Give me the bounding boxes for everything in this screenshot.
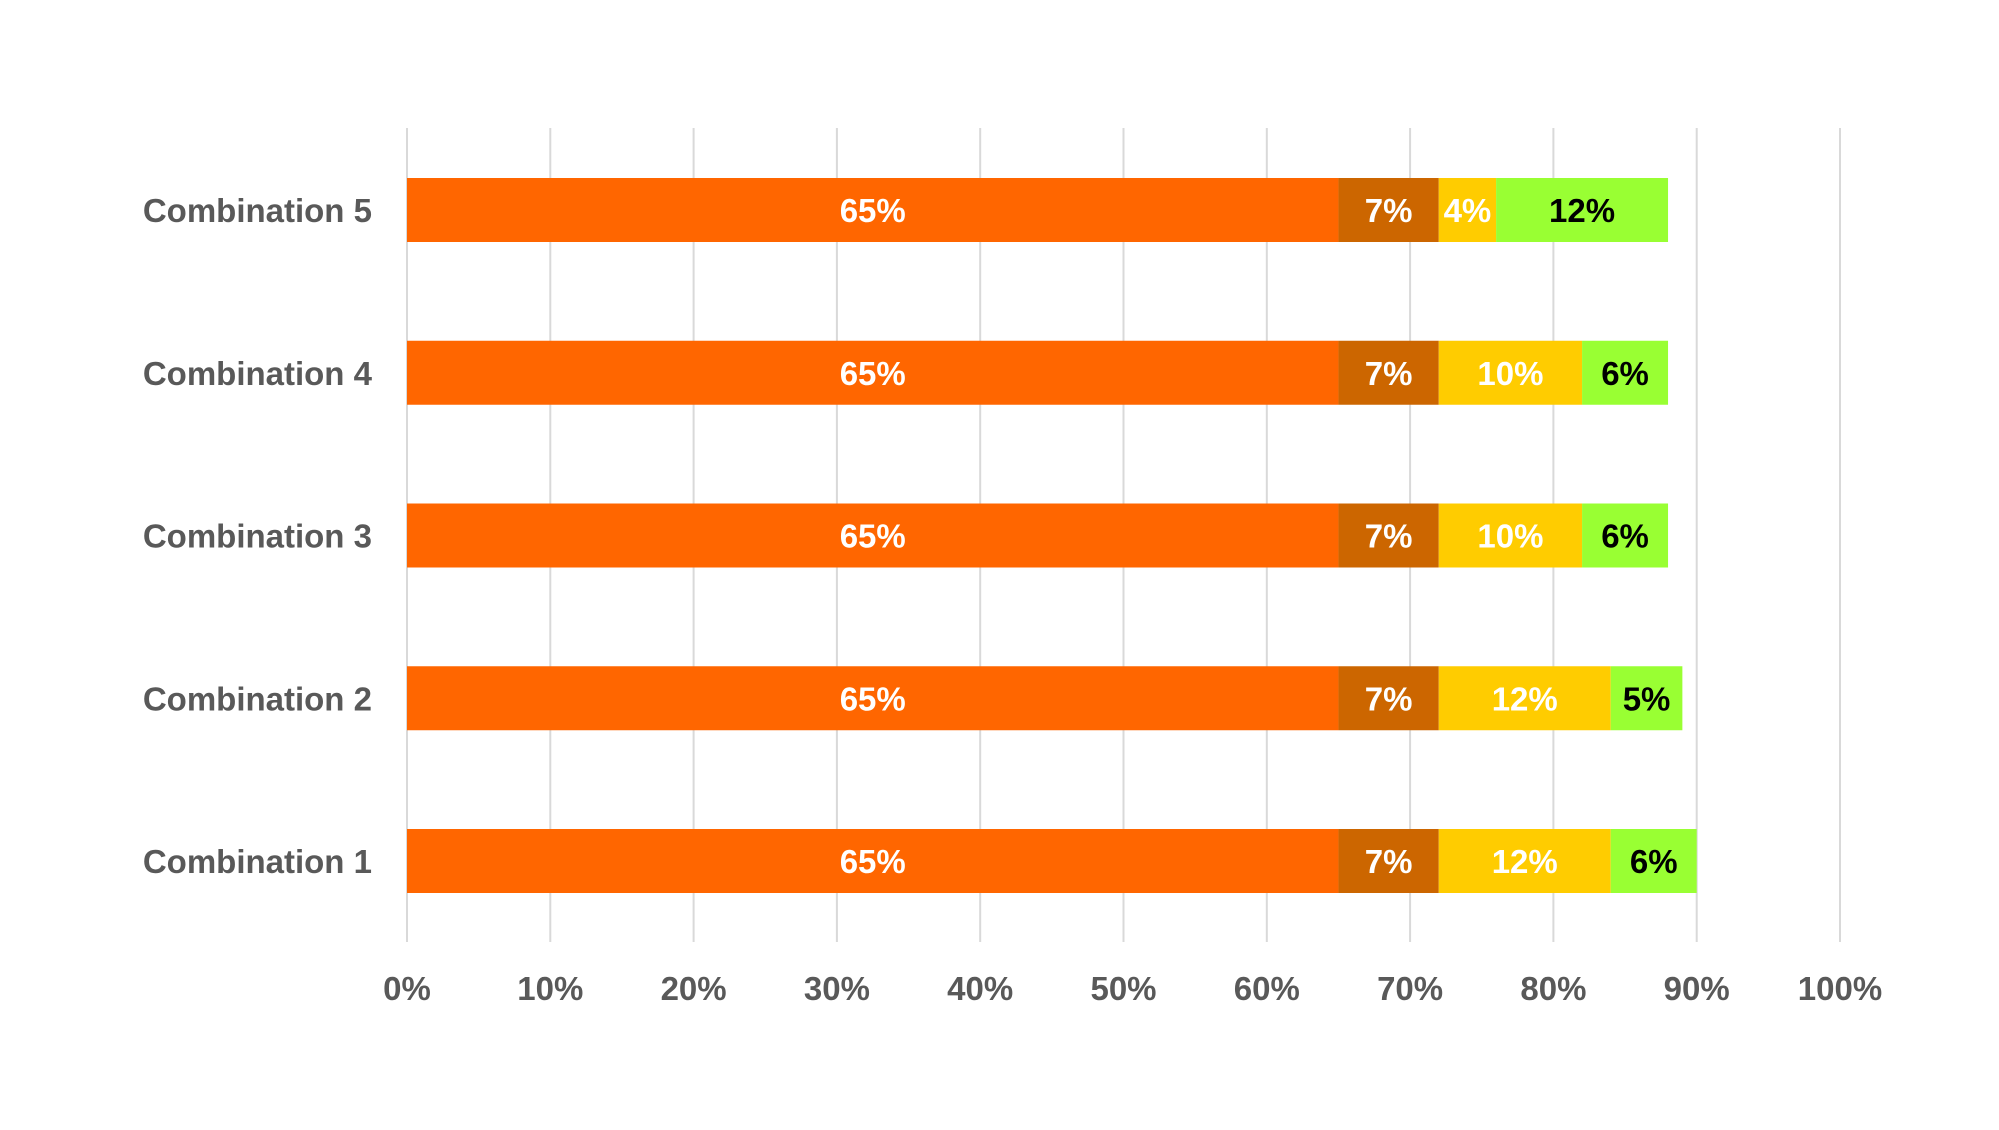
bar-segment bbox=[1338, 503, 1439, 568]
data-label: 4% bbox=[1444, 192, 1492, 229]
bar-segment bbox=[1338, 666, 1439, 731]
bar-segment bbox=[1496, 178, 1669, 242]
category-label: Combination 3 bbox=[143, 518, 372, 555]
data-label: 6% bbox=[1601, 355, 1649, 392]
x-tick-label: 30% bbox=[804, 970, 870, 1007]
x-tick-label: 70% bbox=[1377, 970, 1443, 1007]
data-label: 65% bbox=[840, 192, 906, 229]
data-label: 12% bbox=[1492, 843, 1558, 880]
x-tick-label: 0% bbox=[383, 970, 431, 1007]
x-tick-label: 90% bbox=[1664, 970, 1730, 1007]
category-label: Combination 5 bbox=[143, 192, 372, 229]
data-label: 10% bbox=[1477, 355, 1543, 392]
x-tick-label: 100% bbox=[1798, 970, 1882, 1007]
bars bbox=[407, 178, 1697, 893]
data-label: 12% bbox=[1492, 680, 1558, 717]
x-tick-label: 60% bbox=[1234, 970, 1300, 1007]
bar-segment bbox=[407, 178, 1339, 242]
x-tick-label: 80% bbox=[1520, 970, 1586, 1007]
y-axis-labels: Combination 5 Combination 4 Combination 3 C… bbox=[143, 192, 373, 880]
data-label: 6% bbox=[1601, 518, 1649, 555]
data-label: 6% bbox=[1630, 843, 1678, 880]
category-label: Combination 2 bbox=[143, 680, 372, 717]
bar-segment bbox=[1338, 340, 1439, 405]
data-label: 65% bbox=[840, 518, 906, 555]
bar-segment bbox=[1610, 666, 1683, 731]
bar-segment bbox=[1438, 666, 1611, 731]
bar-segment bbox=[407, 503, 1339, 568]
x-tick-label: 20% bbox=[661, 970, 727, 1007]
bar-segment bbox=[1338, 178, 1439, 242]
bar-segment bbox=[1582, 503, 1669, 568]
x-tick-label: 40% bbox=[947, 970, 1013, 1007]
bar-segment bbox=[1438, 503, 1583, 568]
data-label: 10% bbox=[1477, 518, 1543, 555]
bar-segment bbox=[1610, 829, 1697, 893]
x-axis-tick-labels: 0% 10% 20% 30% 40% 50% 60% 70% 80% 90% 100% bbox=[383, 970, 1882, 1007]
data-label: 12% bbox=[1549, 192, 1615, 229]
bar-segment bbox=[1438, 178, 1497, 242]
data-label: 7% bbox=[1365, 843, 1413, 880]
bar-segment bbox=[1582, 340, 1669, 405]
data-label: 7% bbox=[1365, 192, 1413, 229]
bar-segment bbox=[407, 340, 1339, 405]
bar-segment bbox=[407, 829, 1339, 893]
data-label: 65% bbox=[840, 843, 906, 880]
bar-segment bbox=[1438, 340, 1583, 405]
bar-segment bbox=[1338, 829, 1439, 893]
data-label: 65% bbox=[840, 680, 906, 717]
data-labels: 65% 7% 4% 12% 65% 7% 10% 6% 65% 7% 10% 6% 65% 7% 12% 5%… bbox=[840, 192, 1678, 880]
data-label: 65% bbox=[840, 355, 906, 392]
data-label: 7% bbox=[1365, 518, 1413, 555]
category-label: Combination 1 bbox=[143, 843, 372, 880]
bar-segment bbox=[407, 666, 1339, 731]
x-tick-label: 50% bbox=[1090, 970, 1156, 1007]
data-label: 7% bbox=[1365, 355, 1413, 392]
data-label: 7% bbox=[1365, 680, 1413, 717]
category-label: Combination 4 bbox=[143, 355, 373, 392]
bar-segment bbox=[1438, 829, 1611, 893]
data-label: 5% bbox=[1623, 680, 1671, 717]
x-tick-label: 10% bbox=[517, 970, 583, 1007]
